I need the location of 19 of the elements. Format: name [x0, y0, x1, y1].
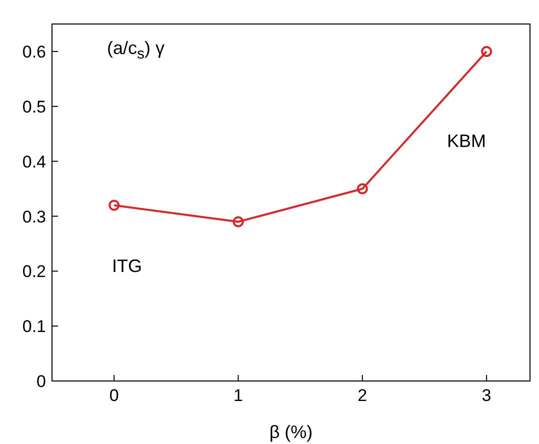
x-tick-label: 0: [109, 386, 119, 406]
point: [481, 46, 492, 57]
point: [356, 183, 368, 194]
y-tick-label: 0: [36, 372, 46, 392]
y-tick-label: 0.1: [22, 317, 46, 336]
y-tick-label: 0.2: [22, 262, 46, 282]
y-tick-label: 0.5: [22, 97, 46, 116]
y-axis-title: (a/c$_{s}$) γ: [107, 38, 165, 63]
x-axis-title: β (%): [269, 422, 313, 442]
point: [108, 200, 120, 211]
annotation: ITG: [112, 256, 142, 277]
x-tick-label: 2: [358, 386, 368, 406]
y-tick-label: 0.4: [22, 152, 46, 172]
point: [232, 216, 244, 228]
y-tick-label: 0.6: [22, 42, 46, 62]
x-tick-label: 3: [482, 386, 492, 406]
y-tick-label: 0.3: [22, 207, 46, 226]
x-tick-label: 1: [234, 386, 243, 406]
annotation: KBM: [447, 131, 486, 152]
